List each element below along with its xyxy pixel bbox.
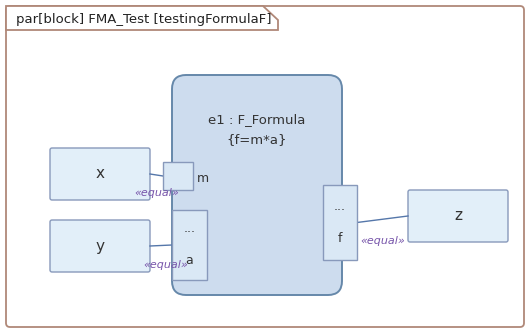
- FancyBboxPatch shape: [172, 75, 342, 295]
- Text: z: z: [454, 208, 462, 223]
- Text: {f=m*a}: {f=m*a}: [227, 134, 287, 147]
- Bar: [172, 210, 207, 280]
- Text: f: f: [338, 231, 342, 244]
- Polygon shape: [6, 6, 278, 30]
- FancyBboxPatch shape: [6, 6, 524, 327]
- Text: e1 : F_Formula: e1 : F_Formula: [208, 114, 306, 127]
- Text: «equal»: «equal»: [144, 260, 188, 270]
- Text: x: x: [95, 166, 104, 181]
- Text: «equal»: «equal»: [134, 188, 179, 198]
- FancyBboxPatch shape: [50, 220, 150, 272]
- Bar: [323, 185, 357, 260]
- Text: ...: ...: [183, 221, 196, 234]
- FancyBboxPatch shape: [50, 148, 150, 200]
- FancyBboxPatch shape: [408, 190, 508, 242]
- Text: «equal»: «equal»: [360, 236, 405, 246]
- Text: par[block] FMA_Test [testingFormulaF]: par[block] FMA_Test [testingFormulaF]: [16, 13, 271, 26]
- Text: ...: ...: [334, 200, 346, 213]
- Text: a: a: [186, 253, 193, 266]
- Text: m: m: [197, 172, 209, 185]
- Bar: [163, 162, 193, 190]
- Text: y: y: [95, 238, 104, 253]
